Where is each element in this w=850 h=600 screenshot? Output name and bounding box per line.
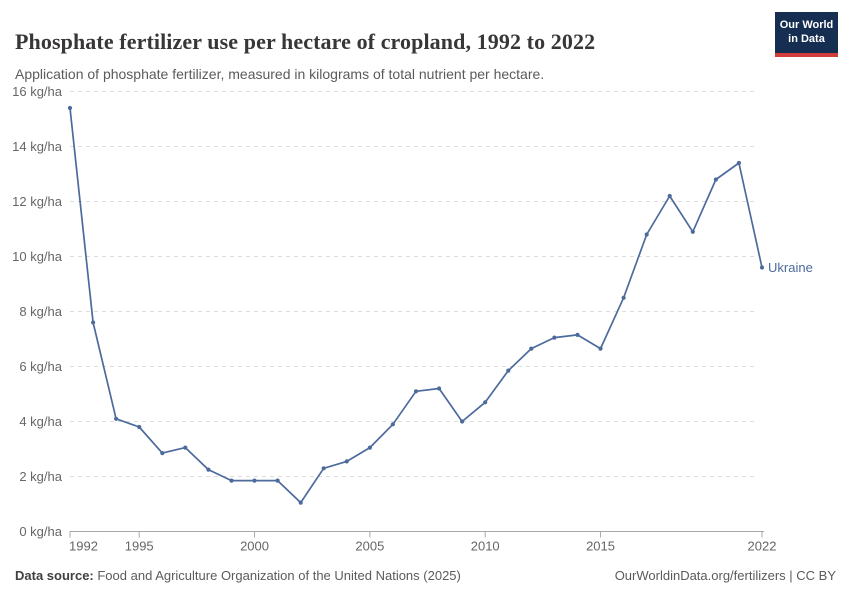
x-tick-label: 1995 bbox=[125, 539, 154, 554]
y-tick-label: 0 kg/ha bbox=[19, 524, 62, 539]
x-axis-group: 1992 1995 2000 2005 2010 2015 2022 bbox=[69, 531, 777, 554]
data-point-2020[interactable] bbox=[713, 177, 719, 182]
y-tick-label: 10 kg/ha bbox=[12, 249, 63, 264]
data-point-2001[interactable] bbox=[275, 478, 280, 483]
page-title: Phosphate fertilizer use per hectare of … bbox=[15, 28, 596, 54]
owid-url-license-link[interactable]: OurWorldinData.org/fertilizers | CC BY bbox=[614, 568, 836, 583]
x-tick-label: 2022 bbox=[748, 539, 777, 554]
data-point-2010[interactable] bbox=[483, 400, 488, 405]
data-point-2006[interactable] bbox=[390, 422, 395, 427]
data-source-note: Data source: Food and Agriculture Organi… bbox=[15, 568, 461, 583]
line-series-ukraine[interactable] bbox=[69, 107, 763, 504]
x-tick-label: 2000 bbox=[240, 539, 269, 554]
data-point-2005[interactable] bbox=[367, 445, 372, 450]
data-point-2019[interactable] bbox=[690, 229, 695, 234]
data-point-2007[interactable] bbox=[413, 389, 419, 394]
data-source-label: Data source: bbox=[15, 568, 94, 583]
data-point-2015[interactable] bbox=[598, 346, 603, 351]
data-point-2012[interactable] bbox=[529, 346, 534, 351]
data-point-2009[interactable] bbox=[460, 419, 465, 424]
data-point-2000[interactable] bbox=[252, 478, 257, 483]
data-point-2018[interactable] bbox=[667, 193, 672, 199]
data-point-1996[interactable] bbox=[160, 451, 165, 456]
data-point-1993[interactable] bbox=[91, 320, 96, 325]
y-tick-label: 8 kg/ha bbox=[19, 304, 62, 319]
data-point-2022[interactable] bbox=[759, 265, 765, 270]
owid-logo-text-line1: Our World bbox=[779, 19, 834, 31]
data-point-2004[interactable] bbox=[344, 459, 349, 464]
y-tick-label: 12 kg/ha bbox=[12, 194, 63, 209]
chart-footer: Data source: Food and Agriculture Organi… bbox=[15, 568, 836, 583]
data-point-1998[interactable] bbox=[206, 467, 211, 472]
data-point-1997[interactable] bbox=[183, 445, 188, 450]
data-point-2013[interactable] bbox=[552, 335, 557, 340]
data-source-text: Food and Agriculture Organization of the… bbox=[93, 568, 461, 583]
series-group bbox=[67, 105, 765, 505]
data-point-2016[interactable] bbox=[621, 295, 626, 300]
series-end-label-ukraine[interactable]: Ukraine bbox=[768, 260, 813, 275]
data-point-2021[interactable] bbox=[736, 160, 742, 166]
owid-logo[interactable]: Our World in Data bbox=[775, 12, 838, 57]
chart-subtitle: Application of phosphate fertilizer, mea… bbox=[15, 66, 545, 82]
x-tick-label: 2005 bbox=[355, 539, 384, 554]
data-point-2002[interactable] bbox=[298, 500, 303, 505]
x-tick-label: 2015 bbox=[586, 539, 615, 554]
gridlines-group: 0 kg/ha 2 kg/ha 4 kg/ha 6 kg/ha 8 kg/ha 10 kg… bbox=[12, 84, 764, 539]
data-point-2014[interactable] bbox=[575, 332, 580, 337]
y-tick-label: 2 kg/ha bbox=[19, 469, 62, 484]
y-tick-label: 16 kg/ha bbox=[12, 84, 63, 99]
data-point-1994[interactable] bbox=[114, 416, 119, 421]
data-point-1992[interactable] bbox=[67, 105, 73, 111]
owid-logo-text-line2: in Data bbox=[788, 32, 825, 45]
data-point-1999[interactable] bbox=[229, 478, 234, 483]
x-tick-label: 1992 bbox=[69, 539, 98, 554]
data-point-2008[interactable] bbox=[437, 386, 442, 391]
y-tick-label: 6 kg/ha bbox=[19, 359, 62, 374]
data-point-1995[interactable] bbox=[137, 424, 142, 430]
data-point-2011[interactable] bbox=[506, 368, 511, 373]
data-point-2003[interactable] bbox=[321, 466, 326, 471]
data-point-2017[interactable] bbox=[644, 232, 649, 237]
y-tick-label: 4 kg/ha bbox=[19, 414, 62, 429]
x-tick-label: 2010 bbox=[471, 539, 500, 554]
y-tick-label: 14 kg/ha bbox=[12, 139, 63, 154]
